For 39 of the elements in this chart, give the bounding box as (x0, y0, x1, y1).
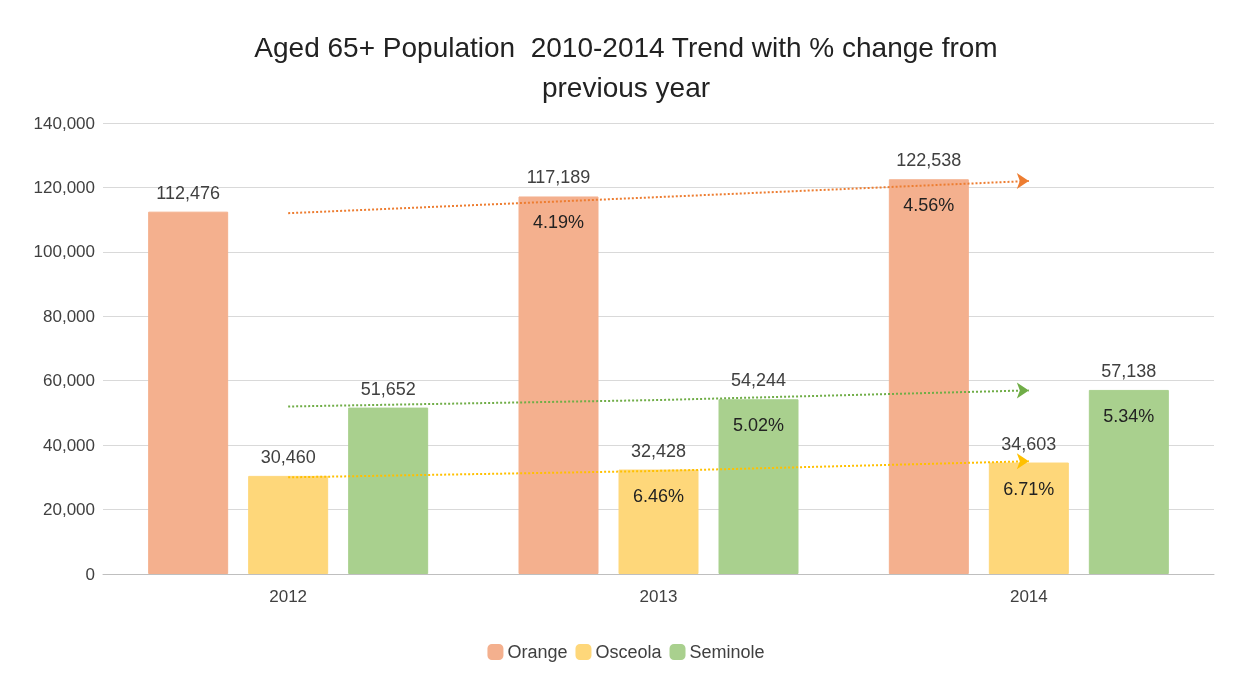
data-label: 117,189 (526, 167, 591, 188)
y-tick-label: 120,000 (33, 177, 95, 197)
annotation: 5.34% (1103, 405, 1155, 426)
bar (348, 407, 429, 574)
data-label: 34,603 (1001, 433, 1057, 454)
y-tick-label: 40,000 (43, 435, 95, 455)
bar (618, 469, 699, 574)
bar (888, 179, 969, 574)
annotation: 6.46% (632, 485, 685, 506)
legend-label: Seminole (689, 642, 765, 662)
y-tick-label: 80,000 (43, 306, 95, 326)
y-tick-label: 0 (85, 564, 95, 584)
data-label: 32,428 (630, 440, 687, 461)
bar (248, 475, 329, 574)
data-label: 51,652 (360, 378, 416, 399)
annotation: 6.71% (1003, 478, 1055, 499)
chart-title: Aged 65+ Population 2010-2014 Trend with % change from previous year (254, 31, 998, 103)
y-tick-label: 100,000 (33, 242, 95, 262)
x-tick-label: 2013 (639, 587, 678, 606)
data-label: 30,460 (260, 446, 316, 467)
x-tick-label: 2014 (1009, 587, 1048, 606)
bar (718, 399, 799, 574)
x-tick-label: 2012 (269, 587, 308, 606)
bar (518, 196, 599, 574)
bar (1088, 389, 1169, 574)
annotation: 5.02% (732, 415, 785, 436)
annotation: 4.56% (903, 195, 955, 216)
bar (988, 462, 1069, 574)
data-label: 57,138 (1101, 360, 1157, 381)
data-label: 122,538 (896, 150, 962, 171)
y-tick-label: 20,000 (43, 500, 95, 520)
data-label: 112,476 (156, 182, 221, 203)
bar (148, 211, 229, 574)
legend-label: Osceola (595, 642, 663, 662)
y-tick-label: 140,000 (33, 113, 95, 133)
annotation: 4.19% (532, 212, 585, 233)
data-label: 54,244 (730, 370, 787, 391)
legend-label: Orange (507, 642, 568, 662)
y-tick-label: 60,000 (43, 371, 95, 391)
